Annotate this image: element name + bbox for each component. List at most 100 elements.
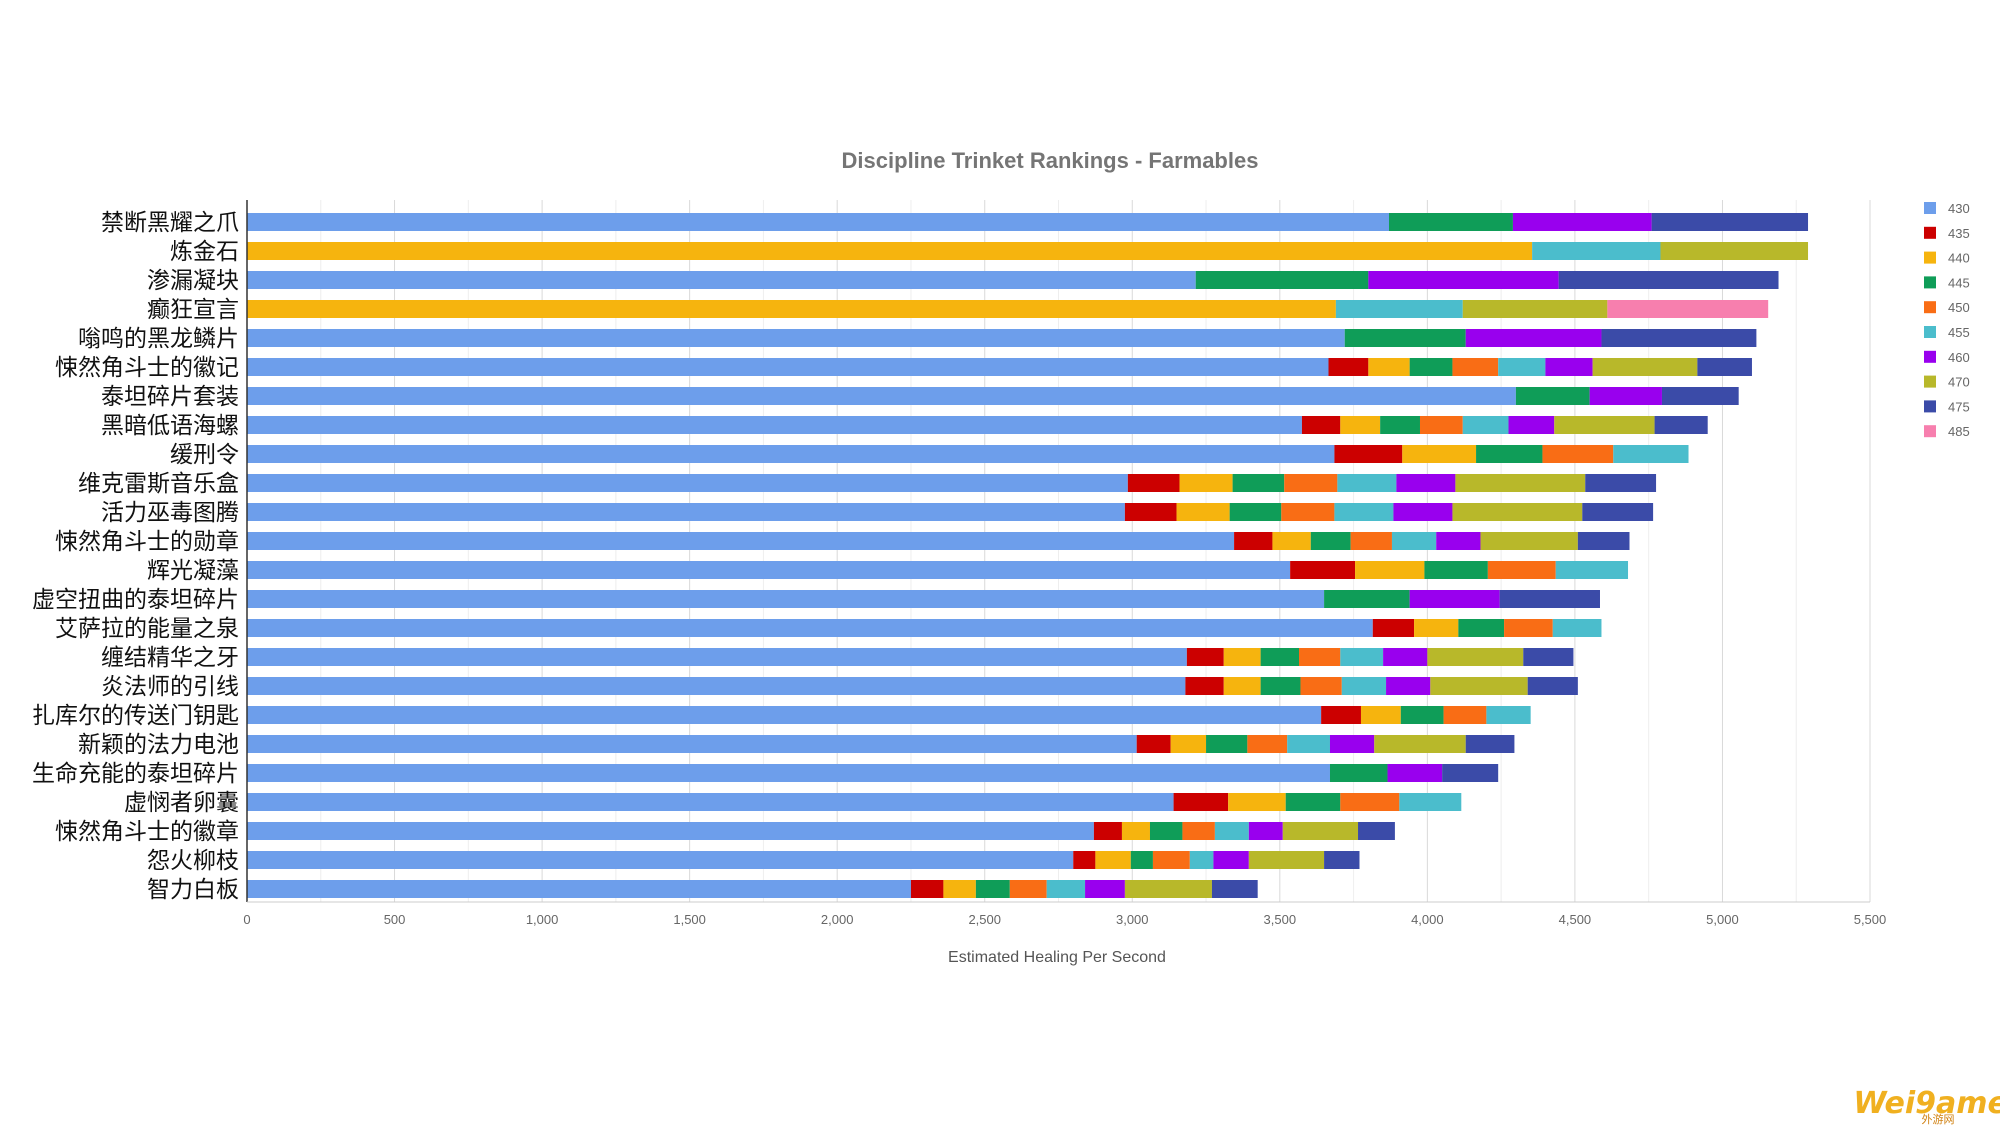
bar-segment-440 [1095, 851, 1131, 869]
legend-label-440: 440 [1948, 251, 1970, 266]
bar-segment-445 [1324, 590, 1410, 608]
bar-segment-470 [1427, 648, 1524, 666]
legend-swatch-460 [1924, 350, 1936, 363]
legend-label-450: 450 [1948, 300, 1970, 315]
bar-segment-430 [247, 474, 1128, 492]
legend: 430 435 440 445 450 455 460 470 475 485 [1924, 201, 1970, 439]
bar-segment-460 [1436, 532, 1481, 550]
category-label: 癫狂宣言 [147, 297, 239, 323]
bar-segment-435 [1234, 532, 1273, 550]
legend-label-430: 430 [1948, 201, 1970, 216]
bar-segment-430 [247, 590, 1325, 608]
bar-segment-430 [247, 503, 1125, 521]
bar-segment-460 [1508, 416, 1555, 434]
bar-segment-435 [1372, 619, 1415, 637]
bar-segment-445 [1458, 619, 1505, 637]
category-label: 维克雷斯音乐盒 [78, 471, 239, 497]
bar-segment-470 [1248, 851, 1325, 869]
watermark-subtext: 外游网 [1922, 1113, 1955, 1125]
bar-segment-435 [1186, 648, 1224, 666]
bar-segment-445 [1260, 677, 1301, 695]
bar-segment-440 [1360, 706, 1401, 724]
legend-label-445: 445 [1948, 275, 1970, 290]
category-label: 新颖的法力电池 [78, 732, 239, 758]
bar-segment-430 [247, 706, 1322, 724]
legend-label-455: 455 [1948, 325, 1970, 340]
bar-segment-455 [1046, 880, 1086, 898]
bar-segment-470 [1462, 300, 1608, 318]
bar-segment-475 [1465, 735, 1515, 753]
watermark-logo: Wei9amer 外游网 [1853, 1086, 2000, 1125]
bar-segment-430 [247, 358, 1329, 376]
bar-segment-450 [1009, 880, 1047, 898]
bar-segment-460 [1213, 851, 1249, 869]
category-label: 扎库尔的传送门钥匙 [32, 703, 239, 729]
bar-segment-445 [1260, 648, 1299, 666]
bar-series [247, 213, 1809, 898]
bar-segment-440 [1228, 793, 1286, 811]
x-tick-label: 0 [243, 912, 250, 927]
bar-segment-475 [1558, 271, 1779, 289]
bar-segment-470 [1124, 880, 1212, 898]
category-label: 活力巫毒图腾 [101, 500, 239, 526]
bar-segment-440 [1355, 561, 1425, 579]
bar-segment-450 [1487, 561, 1556, 579]
bar-segment-435 [1328, 358, 1369, 376]
category-label: 缓刑令 [170, 442, 239, 468]
bar-segment-450 [1182, 822, 1215, 840]
bar-segment-460 [1368, 271, 1559, 289]
bar-segment-475 [1527, 677, 1578, 695]
bar-segment-435 [1290, 561, 1356, 579]
bar-segment-445 [1380, 416, 1420, 434]
bar-segment-460 [1545, 358, 1593, 376]
bar-segment-450 [1443, 706, 1487, 724]
bar-segment-470 [1455, 474, 1586, 492]
legend-swatch-450 [1924, 301, 1936, 314]
legend-swatch-435 [1924, 226, 1936, 239]
bar-segment-430 [247, 619, 1373, 637]
bar-segment-440 [247, 300, 1336, 318]
bar-segment-430 [247, 532, 1235, 550]
bar-segment-440 [1402, 445, 1477, 463]
bar-segment-445 [1229, 503, 1282, 521]
bar-segment-430 [247, 764, 1330, 782]
bar-segment-460 [1396, 474, 1456, 492]
bar-segment-455 [1340, 648, 1384, 666]
bar-segment-470 [1374, 735, 1466, 753]
bar-segment-460 [1589, 387, 1662, 405]
bar-segment-455 [1337, 474, 1397, 492]
x-axis-ticks: 0 500 1,000 1,500 2,000 2,500 3,000 3,500 4,000 4… [243, 912, 1886, 927]
bar-segment-475 [1601, 329, 1757, 347]
bar-segment-455 [1532, 242, 1661, 260]
legend-label-470: 470 [1948, 375, 1970, 390]
bar-segment-475 [1654, 416, 1708, 434]
legend-label-485: 485 [1948, 424, 1970, 439]
x-tick-label: 4,000 [1411, 912, 1444, 927]
bar-segment-460 [1386, 677, 1431, 695]
bar-segment-445 [1329, 764, 1388, 782]
bar-segment-450 [1281, 503, 1335, 521]
bar-segment-470 [1480, 532, 1578, 550]
bar-segment-455 [1214, 822, 1249, 840]
x-tick-label: 3,500 [1264, 912, 1297, 927]
category-label: 辉光凝藻 [147, 558, 239, 584]
category-label: 嗡鸣的黑龙鳞片 [78, 326, 239, 352]
bar-segment-440 [943, 880, 976, 898]
bar-segment-435 [910, 880, 944, 898]
bar-segment-445 [1195, 271, 1369, 289]
category-label: 艾萨拉的能量之泉 [55, 616, 239, 642]
bar-segment-435 [1173, 793, 1229, 811]
bar-segment-460 [1393, 503, 1453, 521]
bar-segment-455 [1391, 532, 1437, 550]
category-label: 虚悯者卵囊 [124, 790, 239, 816]
bar-segment-430 [247, 648, 1187, 666]
legend-label-460: 460 [1948, 350, 1970, 365]
category-label: 炼金石 [170, 239, 239, 265]
bar-segment-470 [1554, 416, 1655, 434]
bar-segment-450 [1284, 474, 1338, 492]
legend-swatch-440 [1924, 251, 1936, 264]
bar-segment-460 [1409, 590, 1500, 608]
legend-label-435: 435 [1948, 226, 1970, 241]
bar-segment-455 [1498, 358, 1546, 376]
